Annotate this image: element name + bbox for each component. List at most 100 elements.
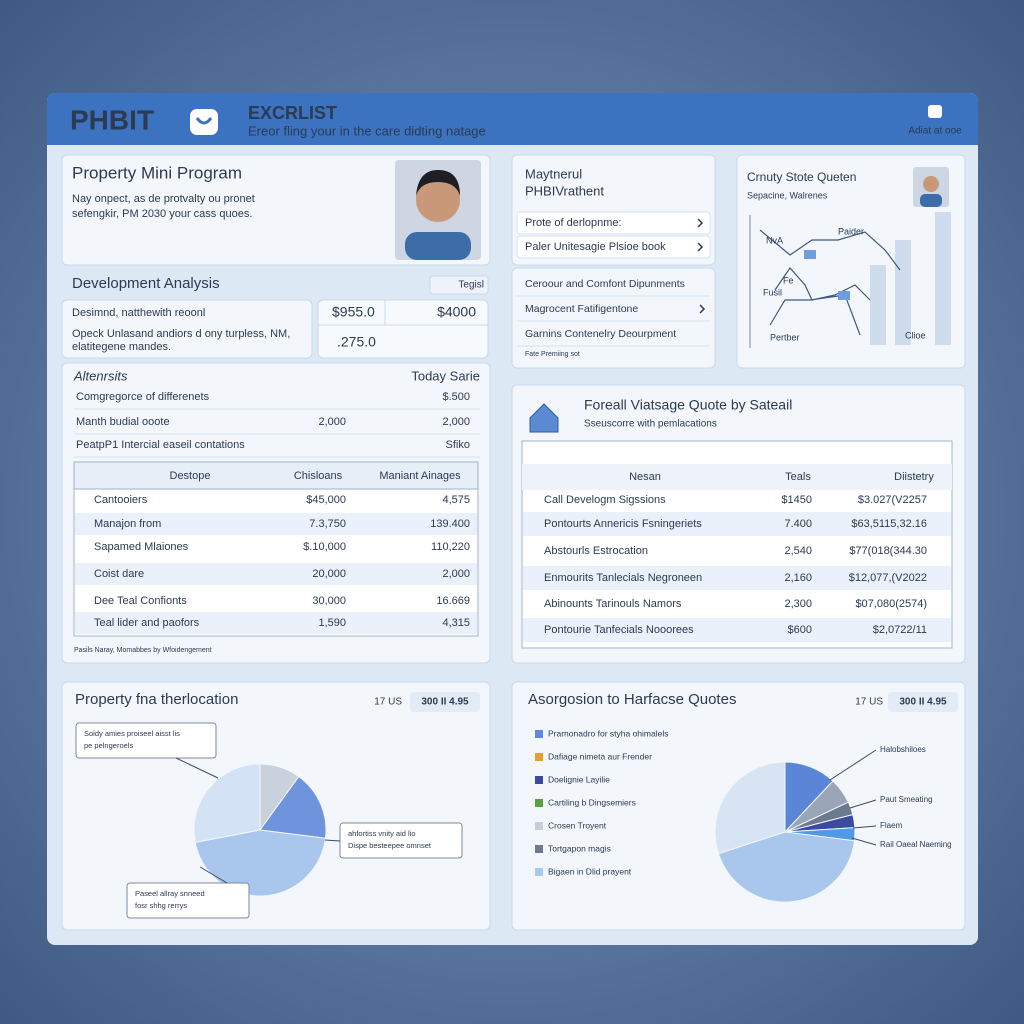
card-subtitle: Sseuscorre with pemlacations [584,419,717,430]
legend-swatch [535,822,543,830]
callout-text: Paseel allray snneed [135,889,205,898]
column-header: Chisloans [294,470,343,482]
table-cell: 1,590 [318,617,346,629]
table-cell: Cantooiers [94,494,148,506]
table-cell: 4,575 [442,494,470,506]
header-bar [47,93,978,145]
table-header [522,464,952,490]
chart-label: Pertber [770,332,800,342]
link-item[interactable]: Ceroour and Comfont Dipunments [525,278,685,290]
pie-slice [259,775,327,839]
card-title: Crnuty Stote Queten [747,170,856,184]
tag-box [429,275,489,295]
chart-label: Clioe [905,330,926,340]
menu-item-label[interactable]: Paler Unitesagie Plsioe book [525,241,666,253]
table-cell: Dee Teal Confionts [94,595,187,607]
summary-cell: PeatpP1 Intercial easeil contations [76,439,245,451]
app-title: EXCRLIST [248,103,337,123]
menu-item[interactable] [516,235,711,259]
table-cell: 2,540 [784,545,812,557]
table-cell: Teal lider and paofors [94,617,200,629]
legend-swatch [535,776,543,784]
column-header: Destope [170,470,211,482]
table-cell: 139.400 [430,518,470,530]
menu-title: PHBIVrathent [525,183,604,198]
chart-label: NvA [766,235,783,245]
deco-point [804,250,816,259]
table-cell: $1450 [781,494,812,506]
summary-cell: Sfiko [446,439,470,451]
avatar-small-head [923,176,939,192]
summary-cell: Manth budial ooote [76,416,170,428]
footnote: Fate Premiing sot [525,351,580,358]
callout-line [324,839,341,842]
avatar-head [416,178,460,222]
legend-label: Bigaen in Dlid prayent [548,866,632,876]
link-item[interactable]: Magrocent Fatifigentone [525,303,638,315]
menu-item-label[interactable]: Prote of derlopnme: [525,217,622,229]
profile-title: Property Mini Program [72,163,242,182]
table-cell: Pontourie Tanfecials Nooorees [544,624,694,636]
avatar-body [405,232,471,260]
callout [126,882,250,919]
table-header [73,461,479,490]
table-cell: 4,315 [442,617,470,629]
callout-line [849,799,877,809]
table-cell: Coist dare [94,568,144,580]
column-header: Diistetry [894,471,934,483]
footnote: Pasils Naray, Momabbes by Wfoidengement [74,647,212,654]
row-stripe [523,512,951,536]
account-label: Adiat at ooe [908,126,962,137]
analysis-values [317,299,489,359]
table-cell: $07,080(2574) [855,598,927,610]
value-cell: $4000 [437,304,476,320]
analysis-text: Opeck Unlasand andiors d ony turpless, N… [72,328,290,340]
legend-swatch [535,845,543,853]
table-cell: Sapamed Mlaiones [94,541,189,553]
table-cell: 7.3,750 [309,518,346,530]
summary-cell: 2,000 [442,416,470,428]
callout-text: Rail Oaeal Naeming [880,840,952,849]
chevron[interactable] [697,218,704,228]
chevron[interactable] [697,242,704,252]
menu-title: Maytnerul [525,166,582,181]
deco-bar [895,240,911,345]
callout-text: pe pelngeroels [84,741,133,750]
deco-point [838,291,850,300]
logo: PHBIT [70,104,154,135]
row-stripe [523,566,951,590]
avatar-hair [416,170,460,196]
menu-item[interactable] [516,211,711,235]
account-icon[interactable] [928,105,942,118]
link-item[interactable]: Garnins Contenelry Deourpment [525,328,676,340]
table-cell: 16.669 [436,595,470,607]
analysis-text: elatitegene mandes. [72,341,171,353]
legend-swatch [535,730,543,738]
callout [75,722,217,759]
legend-label: Dafiage nimeta aur Frender [548,751,652,761]
row-stripe [75,513,477,535]
card-title: Asorgosion to Harfacse Quotes [528,691,736,708]
pie-slice [194,829,327,897]
deco-line [759,229,901,336]
callout-text: Halobshiloes [880,745,926,754]
table-cell: Enmourits Tanlecials Negroneen [544,572,702,584]
pie-slice [193,763,261,843]
quote-icon [529,403,559,433]
badge-label: 300 II 4.95 [899,697,947,708]
chart-label: Paider [838,226,864,236]
row-stripe [75,612,477,634]
callout-text: fosr shhg rerrys [135,901,187,910]
row-stripe [75,563,477,585]
table-cell: 30,000 [312,595,346,607]
value-cell: .275.0 [337,334,376,350]
column-header: Nesan [629,471,661,483]
chevron[interactable] [699,304,706,314]
chart-label: Fusil [763,287,782,297]
table-cell: $.10,000 [303,541,346,553]
column-header: Maniant Ainages [379,470,461,482]
table-cell: $12,077,(V2022 [849,572,927,584]
callout-text: Soidy amies proiseel aisst lis [84,729,180,738]
